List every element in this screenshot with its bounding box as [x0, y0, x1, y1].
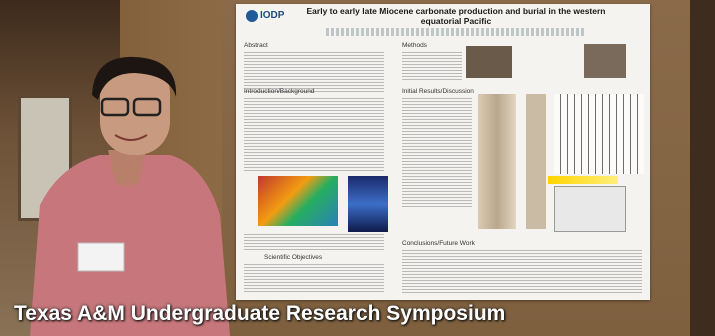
student-photo [30, 56, 230, 336]
core-image-figure [478, 94, 516, 229]
text-block [244, 234, 384, 252]
poster-authors [326, 28, 586, 36]
highlight-bar [548, 176, 618, 184]
section-heading: Conclusions/Future Work [402, 240, 475, 247]
sst-map-figure [258, 176, 338, 226]
section-heading: Abstract [244, 42, 268, 49]
text-block [244, 264, 384, 294]
core-image-figure [526, 94, 546, 229]
methods-photo [466, 46, 512, 78]
plot-figure [554, 186, 626, 232]
research-poster: IODP Early to early late Miocene carbona… [236, 4, 650, 300]
text-block [402, 52, 462, 82]
section-heading: Initial Results/Discussion [402, 88, 474, 95]
text-block [402, 98, 472, 208]
section-heading: Scientific Objectives [264, 254, 323, 261]
colorbar-figure [348, 176, 388, 232]
poster-board-edge [690, 0, 715, 336]
poster-title: Early to early late Miocene carbonate pr… [306, 6, 606, 26]
log-plot-figure [554, 94, 644, 174]
text-block [244, 52, 384, 92]
caption-text: Texas A&M Undergraduate Research Symposi… [14, 302, 506, 325]
symposium-caption: Texas A&M Undergraduate Research Symposi… [0, 296, 715, 336]
section-heading: Introduction/Background [244, 88, 315, 95]
text-block [244, 98, 384, 173]
methods-photo [584, 44, 626, 78]
text-block [402, 250, 642, 294]
iodp-logo: IODP [246, 8, 290, 24]
section-heading: Methods [402, 42, 427, 49]
